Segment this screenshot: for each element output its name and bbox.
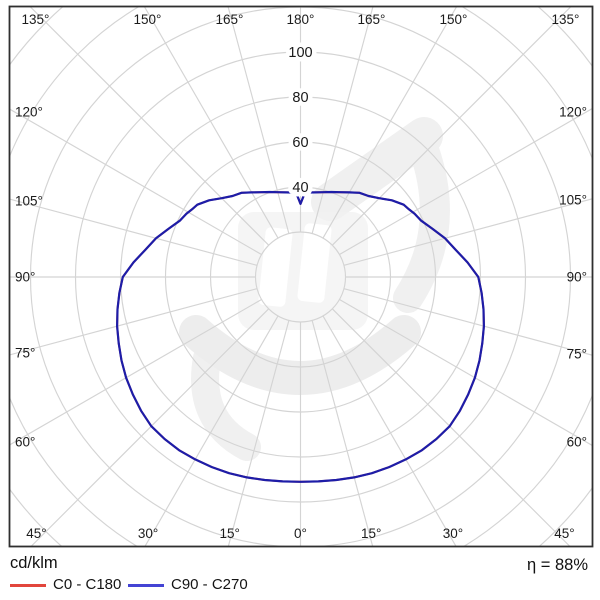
angle-label-45-right: 45°	[554, 526, 575, 541]
angle-label-90-right: 90°	[566, 269, 587, 285]
angle-label-105-left: 105°	[15, 193, 43, 208]
angle-label-165-right: 165°	[357, 12, 386, 27]
angle-label-150-left: 150°	[133, 12, 162, 27]
legend-label-c90-c270: C90 - C270	[171, 576, 248, 593]
angle-label-15-right: 15°	[361, 526, 382, 541]
chart-footer: cd/klm η = 88% C0 - C180 C90 - C270	[0, 548, 600, 600]
angle-label-90-left: 90°	[15, 269, 36, 285]
legend-item-c90-c270: C90 - C270	[128, 576, 248, 594]
angle-label-105-right: 105°	[559, 192, 587, 208]
angle-label-135-left: 135°	[21, 12, 50, 27]
units-label: cd/klm	[10, 554, 58, 572]
legend-line-red-icon	[10, 583, 46, 587]
legend-line-blue-icon	[128, 583, 164, 587]
radial-tick-60: 60	[292, 135, 308, 151]
angle-label-180-right: 180°	[286, 12, 315, 27]
angle-label-0-right: 0°	[294, 526, 307, 541]
angle-label-75-right: 75°	[566, 346, 587, 362]
angle-label-135-right: 135°	[551, 12, 580, 27]
angle-label-120-right: 120°	[559, 104, 587, 120]
angle-label-165-left: 165°	[215, 12, 244, 27]
angle-label-15-left: 15°	[219, 526, 240, 541]
legend-item-c0-c180: C0 - C180	[10, 576, 121, 594]
legend-label-c0-c180: C0 - C180	[53, 576, 122, 593]
curve-c90-c270	[116, 190, 485, 483]
radial-tick-40: 40	[292, 180, 308, 196]
chart-frame	[8, 5, 594, 548]
angle-label-30-left: 30°	[137, 526, 159, 541]
efficiency-label: η = 88%	[526, 556, 588, 574]
angle-label-30-right: 30°	[442, 526, 464, 541]
radial-tick-100: 100	[288, 45, 312, 61]
angle-label-60-right: 60°	[566, 434, 587, 450]
angle-label-45-left: 45°	[26, 526, 47, 541]
angle-label-120-left: 120°	[15, 104, 43, 120]
radial-tick-80: 80	[292, 90, 308, 106]
intensity-curves	[116, 190, 485, 483]
angle-label-75-left: 75°	[15, 345, 36, 361]
angle-label-150-right: 150°	[439, 12, 468, 27]
watermark-logo	[179, 117, 450, 461]
angle-label-60-left: 60°	[15, 434, 36, 450]
